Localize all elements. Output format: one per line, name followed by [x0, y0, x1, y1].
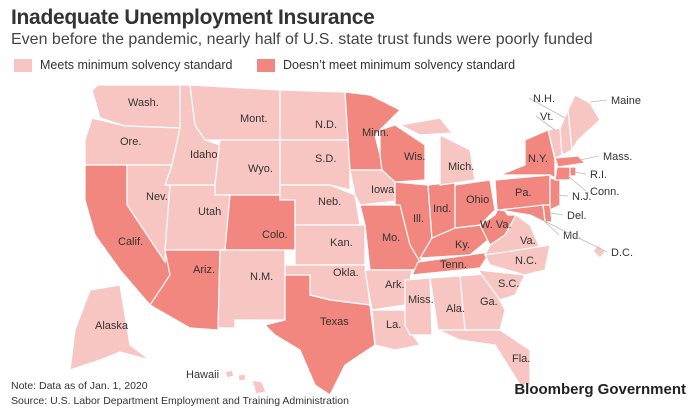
leader-line-ma	[579, 155, 600, 161]
state-label-pa: Pa.	[515, 187, 532, 199]
state-ak	[69, 284, 151, 371]
state-label-ct: Conn.	[590, 186, 619, 198]
state-label-ny: N.Y.	[528, 153, 548, 165]
leader-line-nj	[556, 194, 569, 197]
legend-label-not-meets: Doesn’t meet minimum solvency standard	[283, 58, 516, 72]
legend-swatch-not-meets	[257, 58, 275, 72]
state-nc	[484, 244, 551, 276]
state-label-la: La.	[386, 319, 401, 331]
state-label-id: Idaho	[190, 149, 218, 161]
legend-label-meets: Meets minimum solvency standard	[40, 58, 233, 72]
state-label-co: Colo.	[262, 229, 288, 241]
state-label-ut: Utah	[198, 206, 221, 218]
leader-line-ri	[573, 171, 587, 175]
state-ar	[364, 269, 413, 311]
state-label-tx: Texas	[320, 316, 349, 328]
leader-line-de	[549, 212, 564, 216]
state-label-mo: Mo.	[382, 232, 400, 244]
page-title: Inadequate Unemployment Insurance	[11, 6, 375, 29]
state-label-nv: Nev.	[146, 191, 168, 203]
state-label-wv: W. Va.	[480, 219, 512, 231]
state-label-vt: Vt.	[540, 111, 553, 123]
state-label-nd: N.D.	[315, 119, 337, 131]
state-label-nm: N.M.	[250, 271, 273, 283]
legend-item-not-meets: Doesn’t meet minimum solvency standard	[257, 58, 515, 72]
state-label-ms: Miss.	[408, 294, 434, 306]
state-label-wi: Wis.	[404, 151, 425, 163]
state-nm	[217, 249, 286, 329]
state-label-md: Md.	[563, 230, 581, 242]
leader-line-nh	[528, 97, 566, 119]
leader-line-ct	[567, 175, 587, 192]
state-label-nc: N.C.	[515, 255, 537, 267]
state-co	[224, 194, 296, 251]
state-label-ar: Ark.	[385, 279, 405, 291]
state-me	[567, 94, 601, 152]
state-label-sc: S.C.	[498, 278, 519, 290]
state-mi	[398, 117, 454, 136]
subtitle: Even before the pandemic, nearly half of…	[11, 31, 593, 48]
state-label-az: Ariz.	[193, 264, 215, 276]
state-label-ks: Kan.	[330, 237, 353, 249]
state-ct	[554, 166, 571, 181]
state-label-me: Maine	[611, 95, 641, 107]
state-label-mt: Mont.	[240, 113, 268, 125]
state-label-ca: Calif.	[118, 236, 143, 248]
state-label-tn: Tenn.	[440, 259, 467, 271]
brand-logo: Bloomberg Government	[514, 381, 686, 398]
state-label-mn: Minn.	[362, 127, 389, 139]
state-tx	[263, 274, 376, 396]
state-label-de: Del.	[567, 210, 587, 222]
state-label-va: Va.	[520, 235, 536, 247]
state-ri	[569, 166, 577, 177]
state-sc	[476, 269, 526, 301]
leader-line-md	[544, 221, 560, 236]
state-label-wy: Wyo.	[248, 163, 273, 175]
state-label-or: Ore.	[120, 136, 141, 148]
state-label-nj: N.J.	[572, 191, 592, 203]
state-hi	[237, 373, 247, 382]
leader-line-vt	[535, 115, 556, 131]
state-label-ok: Okla.	[333, 267, 359, 279]
state-wi	[379, 124, 426, 183]
state-label-nh: N.H.	[533, 93, 555, 105]
state-label-ne: Neb.	[318, 196, 341, 208]
state-label-al: Ala.	[446, 303, 465, 315]
state-fl	[437, 329, 531, 386]
state-label-oh: Ohio	[466, 194, 489, 206]
state-nj	[549, 177, 561, 211]
state-label-mi: Mich.	[448, 161, 474, 173]
state-label-ky: Ky.	[455, 239, 470, 251]
state-label-in: Ind.	[433, 203, 451, 215]
state-hi	[224, 369, 235, 379]
state-label-fl: Fla.	[512, 353, 530, 365]
state-mi	[439, 134, 476, 186]
state-label-wa: Wash.	[128, 97, 159, 109]
state-dc	[592, 244, 606, 259]
leader-line-me	[589, 99, 608, 103]
state-label-hi: Hawaii	[186, 369, 219, 381]
state-label-ga: Ga.	[480, 296, 498, 308]
state-hi	[251, 379, 267, 395]
state-ma	[554, 155, 587, 168]
state-label-ia: Iowa	[371, 184, 395, 196]
footer-note: Note: Data as of Jan. 1, 2020	[11, 380, 148, 392]
state-label-ma: Mass.	[603, 151, 632, 163]
state-label-ri: R.I.	[590, 169, 607, 181]
state-nd	[279, 89, 351, 141]
state-ms	[404, 277, 433, 336]
state-label-sd: S.D.	[315, 153, 336, 165]
state-label-ak: Alaska	[95, 320, 129, 332]
legend-swatch-meets	[14, 58, 32, 72]
legend-item-meets: Meets minimum solvency standard	[14, 58, 232, 72]
state-sd	[279, 139, 351, 191]
leader-line-dc	[529, 213, 608, 253]
state-oh	[454, 179, 496, 229]
state-label-il: Ill.	[413, 213, 424, 225]
footer-source: Source: U.S. Labor Department Employment…	[11, 395, 349, 407]
state-label-dc: D.C.	[611, 247, 633, 259]
